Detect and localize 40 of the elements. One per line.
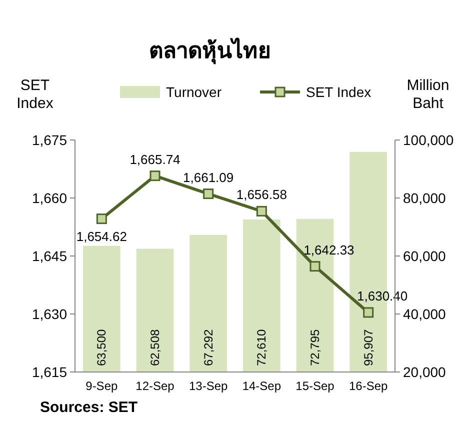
y2-axis-title: Million Baht	[406, 77, 450, 112]
y-tick-label: 1,630	[32, 306, 68, 322]
data-label: 1,654.62	[76, 228, 127, 244]
point	[150, 170, 160, 182]
y-tick-label: 1,645	[32, 248, 68, 264]
data-label: 1,661.09	[183, 170, 234, 185]
y-tick-label: 1,660	[32, 190, 68, 206]
data-label: 1,642.33	[304, 242, 354, 258]
x-tick-label: 14-Sep	[242, 379, 282, 393]
point	[96, 214, 107, 224]
x-tick-label: 9-Sep	[86, 379, 118, 393]
point	[203, 188, 214, 200]
y-tick-label: 1,615	[32, 364, 68, 380]
point	[310, 261, 320, 272]
point	[363, 307, 374, 318]
chart-title: ตลาดหุ้นไทย	[149, 37, 271, 65]
x-tick-label: 16-Sep	[348, 379, 388, 393]
source-note: Sources: SET	[40, 399, 138, 416]
y2-tick-label: 80,000	[403, 190, 446, 206]
legend-label: Turnover	[166, 84, 222, 100]
y-tick-label: 1,675	[32, 132, 68, 148]
data-label: 95,907	[361, 328, 376, 366]
data-label: 1,630.40	[357, 288, 408, 304]
x-tick-label: 15-Sep	[296, 379, 335, 393]
y2-tick-label: 40,000	[403, 306, 446, 322]
y2-tick-label: 60,000	[403, 248, 446, 264]
data-label: 72,795	[308, 328, 322, 366]
data-label: 62,508	[148, 328, 162, 366]
data-label: 1,665.74	[130, 152, 180, 167]
legend-label: SET Index	[306, 84, 372, 100]
data-label: 72,610	[254, 328, 269, 366]
data-label: 63,500	[94, 328, 109, 366]
data-label: 1,656.58	[236, 187, 287, 202]
y2-tick-label: 100,000	[403, 132, 454, 148]
y-axis-title: SET Index	[16, 77, 54, 112]
data-label: 67,292	[201, 328, 216, 366]
point	[256, 206, 267, 216]
y2-tick-label: 20,000	[403, 364, 446, 380]
x-tick-label: 12-Sep	[136, 379, 175, 393]
x-tick-label: 13-Sep	[188, 379, 228, 393]
